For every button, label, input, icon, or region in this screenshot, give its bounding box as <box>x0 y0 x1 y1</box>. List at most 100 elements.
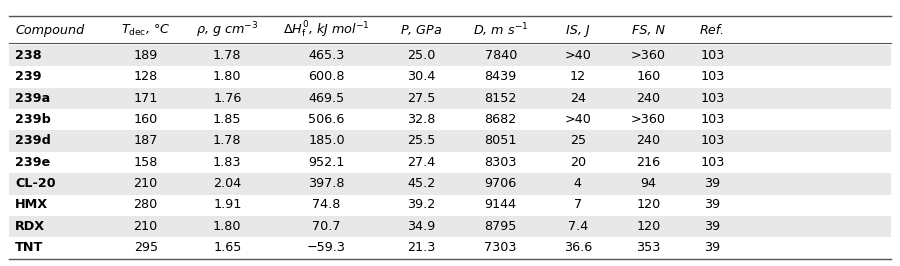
Text: 103: 103 <box>700 92 725 105</box>
Text: 103: 103 <box>700 156 725 169</box>
Text: 25.0: 25.0 <box>407 49 436 62</box>
Text: 30.4: 30.4 <box>407 70 436 83</box>
Text: 239a: 239a <box>15 92 50 105</box>
Text: 210: 210 <box>133 220 158 233</box>
Text: 8303: 8303 <box>484 156 517 169</box>
Text: 187: 187 <box>133 134 158 147</box>
Text: IS, J: IS, J <box>566 23 590 36</box>
Text: 397.8: 397.8 <box>309 177 345 190</box>
Text: 465.3: 465.3 <box>309 49 345 62</box>
Text: >40: >40 <box>564 49 591 62</box>
Text: 21.3: 21.3 <box>407 241 436 254</box>
Text: HMX: HMX <box>15 198 49 211</box>
Text: 25.5: 25.5 <box>407 134 436 147</box>
Text: 128: 128 <box>133 70 158 83</box>
Text: 8795: 8795 <box>484 220 517 233</box>
Text: 239d: 239d <box>15 134 51 147</box>
Text: 94: 94 <box>641 177 656 190</box>
Text: 8682: 8682 <box>484 113 517 126</box>
Text: 103: 103 <box>700 49 725 62</box>
Text: 120: 120 <box>636 220 661 233</box>
Text: 45.2: 45.2 <box>407 177 436 190</box>
Text: 506.6: 506.6 <box>309 113 345 126</box>
Text: 39: 39 <box>705 241 721 254</box>
Text: 1.83: 1.83 <box>213 156 241 169</box>
Text: 189: 189 <box>133 49 158 62</box>
Text: 7303: 7303 <box>484 241 517 254</box>
Text: Compound: Compound <box>15 23 85 36</box>
Text: 9144: 9144 <box>485 198 517 211</box>
Text: 600.8: 600.8 <box>309 70 345 83</box>
Text: 39: 39 <box>705 198 721 211</box>
Bar <box>9 131 891 152</box>
Text: −59.3: −59.3 <box>307 241 346 254</box>
Text: 216: 216 <box>636 156 661 169</box>
Text: 8152: 8152 <box>484 92 517 105</box>
Text: 7840: 7840 <box>484 49 517 62</box>
Text: 1.80: 1.80 <box>213 220 241 233</box>
Text: $\Delta H_\mathrm{f}^{0}$, kJ mol$^{-1}$: $\Delta H_\mathrm{f}^{0}$, kJ mol$^{-1}$ <box>284 20 370 40</box>
Text: 70.7: 70.7 <box>312 220 341 233</box>
Text: 1.80: 1.80 <box>213 70 241 83</box>
Text: 25: 25 <box>570 134 586 147</box>
Text: 8051: 8051 <box>484 134 517 147</box>
Bar <box>9 173 891 195</box>
Text: 210: 210 <box>133 177 158 190</box>
Text: 952.1: 952.1 <box>309 156 345 169</box>
Text: RDX: RDX <box>15 220 45 233</box>
Text: 239: 239 <box>15 70 41 83</box>
Bar <box>9 88 891 109</box>
Text: 295: 295 <box>133 241 158 254</box>
Text: 103: 103 <box>700 134 725 147</box>
Text: 469.5: 469.5 <box>309 92 345 105</box>
Text: 32.8: 32.8 <box>407 113 436 126</box>
Text: 27.4: 27.4 <box>407 156 436 169</box>
Text: $T_\mathrm{dec}$, °C: $T_\mathrm{dec}$, °C <box>121 23 170 38</box>
Bar <box>9 45 891 66</box>
Text: 1.78: 1.78 <box>213 49 241 62</box>
Text: 24: 24 <box>570 92 586 105</box>
Text: 103: 103 <box>700 113 725 126</box>
Text: 160: 160 <box>133 113 158 126</box>
Bar <box>9 216 891 237</box>
Text: 240: 240 <box>636 134 661 147</box>
Text: 120: 120 <box>636 198 661 211</box>
Text: >360: >360 <box>631 113 666 126</box>
Text: 12: 12 <box>570 70 586 83</box>
Text: $D$, m s$^{-1}$: $D$, m s$^{-1}$ <box>472 21 528 39</box>
Text: 7.4: 7.4 <box>568 220 588 233</box>
Text: 1.91: 1.91 <box>213 198 241 211</box>
Text: 2.04: 2.04 <box>213 177 241 190</box>
Text: FS, N: FS, N <box>632 23 665 36</box>
Text: >360: >360 <box>631 49 666 62</box>
Text: 1.78: 1.78 <box>213 134 241 147</box>
Text: $P$, GPa: $P$, GPa <box>400 23 443 37</box>
Text: 8439: 8439 <box>484 70 517 83</box>
Text: 240: 240 <box>636 92 661 105</box>
Text: 9706: 9706 <box>484 177 517 190</box>
Text: 1.85: 1.85 <box>213 113 241 126</box>
Text: 1.76: 1.76 <box>213 92 241 105</box>
Text: 103: 103 <box>700 70 725 83</box>
Text: 239e: 239e <box>15 156 50 169</box>
Text: 74.8: 74.8 <box>312 198 341 211</box>
Text: 27.5: 27.5 <box>407 92 436 105</box>
Text: 353: 353 <box>636 241 661 254</box>
Text: 158: 158 <box>133 156 158 169</box>
Text: 238: 238 <box>15 49 41 62</box>
Text: 39.2: 39.2 <box>407 198 436 211</box>
Text: 4: 4 <box>574 177 582 190</box>
Text: 20: 20 <box>570 156 586 169</box>
Text: 239b: 239b <box>15 113 51 126</box>
Text: Ref.: Ref. <box>700 23 725 36</box>
Text: 7: 7 <box>574 198 582 211</box>
Text: TNT: TNT <box>15 241 43 254</box>
Text: 280: 280 <box>133 198 158 211</box>
Text: CL-20: CL-20 <box>15 177 56 190</box>
Text: 171: 171 <box>133 92 158 105</box>
Text: >40: >40 <box>564 113 591 126</box>
Text: 36.6: 36.6 <box>563 241 592 254</box>
Text: $\rho$, g cm$^{-3}$: $\rho$, g cm$^{-3}$ <box>196 20 258 40</box>
Text: 39: 39 <box>705 220 721 233</box>
Text: 160: 160 <box>636 70 661 83</box>
